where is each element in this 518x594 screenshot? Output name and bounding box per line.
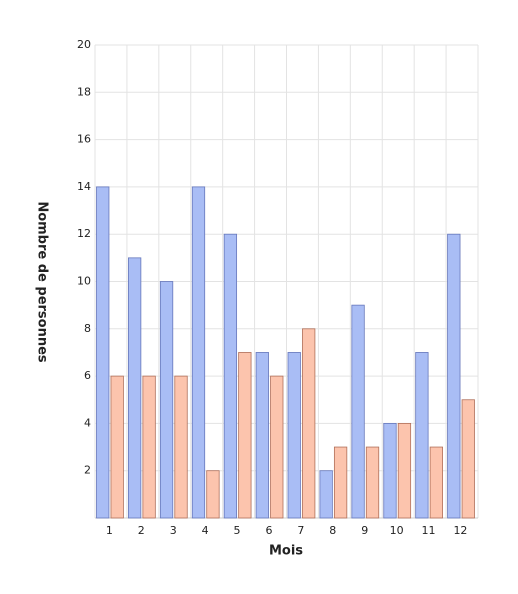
bar xyxy=(142,375,156,519)
bar xyxy=(110,375,124,519)
bar xyxy=(447,233,461,519)
x-tick-label: 10 xyxy=(390,524,404,537)
y-tick-label: 6 xyxy=(84,369,91,382)
bar xyxy=(270,375,284,519)
y-tick-label: 18 xyxy=(77,85,91,98)
y-tick-label: 12 xyxy=(77,227,91,240)
bar xyxy=(351,304,365,519)
x-tick-label: 2 xyxy=(138,524,145,537)
bar xyxy=(96,186,110,519)
x-tick-label: 11 xyxy=(422,524,436,537)
bar xyxy=(191,186,206,519)
bar xyxy=(223,233,238,519)
x-tick-label: 6 xyxy=(265,524,272,537)
y-tick-label: 16 xyxy=(77,133,91,146)
x-tick-label: 5 xyxy=(234,524,241,537)
bar xyxy=(174,375,188,519)
bar xyxy=(255,352,269,519)
y-tick-label: 10 xyxy=(77,275,91,288)
bar xyxy=(383,422,397,519)
bar xyxy=(429,446,443,519)
y-tick-label: 2 xyxy=(84,464,91,477)
x-tick-label: 8 xyxy=(329,524,336,537)
y-axis-title: Nombre de personnes xyxy=(35,201,50,363)
x-tick-label: 7 xyxy=(297,524,304,537)
bar xyxy=(128,257,142,519)
y-tick-label: 20 xyxy=(77,38,91,51)
y-tick-label: 14 xyxy=(77,180,91,193)
bar xyxy=(287,352,301,519)
y-tick-label: 8 xyxy=(84,322,91,335)
y-tick-label: 4 xyxy=(84,416,91,429)
bar xyxy=(159,281,174,519)
bar xyxy=(415,352,429,519)
x-tick-label: 12 xyxy=(453,524,467,537)
x-axis-title: Mois xyxy=(269,544,303,559)
bar xyxy=(365,446,380,519)
x-tick-label: 1 xyxy=(106,524,113,537)
x-tick-label: 4 xyxy=(202,524,209,537)
bar xyxy=(461,399,475,519)
x-tick-label: 9 xyxy=(361,524,368,537)
bar xyxy=(319,470,333,519)
bar xyxy=(397,422,412,519)
x-tick-label: 3 xyxy=(170,524,177,537)
bar xyxy=(238,352,252,519)
bar xyxy=(333,446,348,519)
bar xyxy=(302,328,316,519)
bar xyxy=(206,470,220,519)
